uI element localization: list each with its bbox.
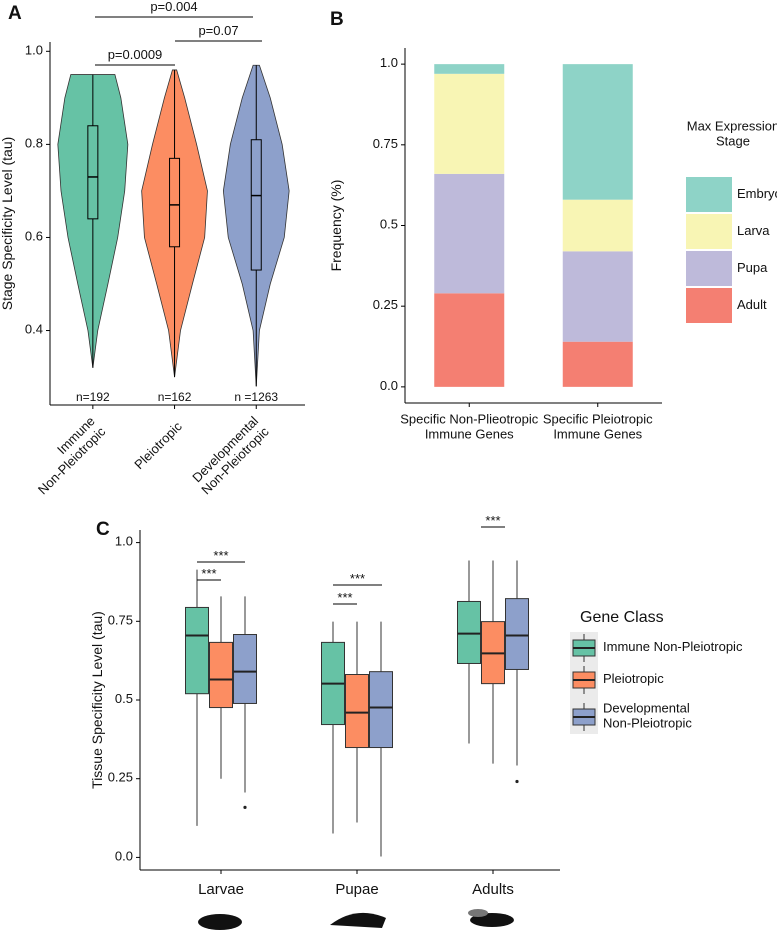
y-tick-label: 0.6 [25, 229, 43, 244]
significance: *** [350, 571, 365, 586]
y-tick-label: 0.75 [373, 136, 398, 151]
x-tick-label: Pupae [335, 881, 378, 898]
p-value: p=0.07 [198, 23, 238, 38]
bar-segment [562, 64, 633, 200]
bar-segment [434, 173, 505, 294]
significance: *** [201, 566, 216, 581]
y-tick-label: 1.0 [115, 534, 133, 549]
x-tick-label: ImmuneNon-Pleiotropic [25, 413, 109, 497]
y-tick-label: 0.5 [115, 691, 133, 706]
stage-icons [198, 909, 514, 930]
y-tick-label: 0.0 [380, 378, 398, 393]
bar-segment [562, 251, 633, 342]
legend-swatch [686, 251, 732, 286]
box [87, 125, 99, 220]
panel-label: B [330, 9, 344, 30]
significance: *** [213, 548, 228, 563]
legend-label: Developmental Non-Pleiotropic [603, 701, 692, 731]
bar-segment [562, 341, 633, 387]
y-tick-label: 0.8 [25, 136, 43, 151]
y-tick-label: 0.4 [25, 322, 43, 337]
x-tick-label: Adults [472, 881, 514, 898]
panel-label: C [96, 519, 110, 540]
n-label: n =1263 [234, 390, 278, 404]
legend-label: Adult [737, 297, 767, 312]
p-value: p=0.0009 [108, 47, 163, 62]
outlier [515, 779, 519, 784]
box [369, 671, 393, 749]
legend-label: Embryonic [737, 186, 777, 201]
y-tick-label: 1.0 [25, 43, 43, 58]
legend-label: Pupa [737, 260, 768, 275]
p-value: p=0.004 [150, 0, 197, 14]
legend-swatch [686, 214, 732, 249]
legend-label: Larva [737, 223, 770, 238]
x-tick-label: DevelopmentalNon-Pleiotropic [188, 413, 272, 497]
box [209, 641, 233, 709]
y-tick-label: 0.5 [380, 217, 398, 232]
bar-segment [434, 73, 505, 174]
box [233, 634, 257, 704]
significance: *** [337, 590, 352, 605]
bar-segment [434, 293, 505, 387]
x-tick-label: Larvae [198, 881, 244, 898]
box [345, 674, 369, 749]
y-axis-title: Stage Specificity Level (tau) [0, 137, 15, 311]
y-tick-label: 0.25 [108, 770, 133, 785]
x-tick-label: Pleiotropic [132, 419, 186, 473]
box [250, 139, 262, 271]
significance: *** [485, 513, 500, 528]
y-tick-label: 0.0 [115, 849, 133, 864]
legend-label: Pleiotropic [603, 671, 664, 686]
panel-label: A [8, 3, 22, 24]
outlier [243, 805, 247, 809]
y-axis-title: Frequency (%) [328, 180, 344, 272]
box [457, 600, 481, 664]
y-axis-title: Tissue Specificity Level (tau) [89, 611, 105, 789]
legend-swatch [686, 288, 732, 323]
x-tick-label: Specific Non-Plieotropic Immune Genes [400, 412, 539, 442]
bar-segment [562, 199, 633, 252]
legend-title: Gene Class [580, 609, 664, 626]
y-tick-label: 0.75 [108, 613, 133, 628]
box [505, 598, 529, 670]
box [169, 157, 181, 248]
legend-swatch [686, 177, 732, 212]
y-tick-label: 0.25 [373, 298, 398, 313]
x-tick-label: Specific Pleiotropic Immune Genes [543, 412, 653, 442]
box [185, 606, 209, 695]
n-label: n=162 [158, 390, 192, 404]
n-label: n=192 [76, 390, 110, 404]
bar-segment [434, 64, 505, 74]
legend-label: Immune Non-Pleiotropic [603, 639, 743, 654]
y-tick-label: 1.0 [380, 56, 398, 71]
legend-title: Max Expression Stage [687, 119, 777, 149]
